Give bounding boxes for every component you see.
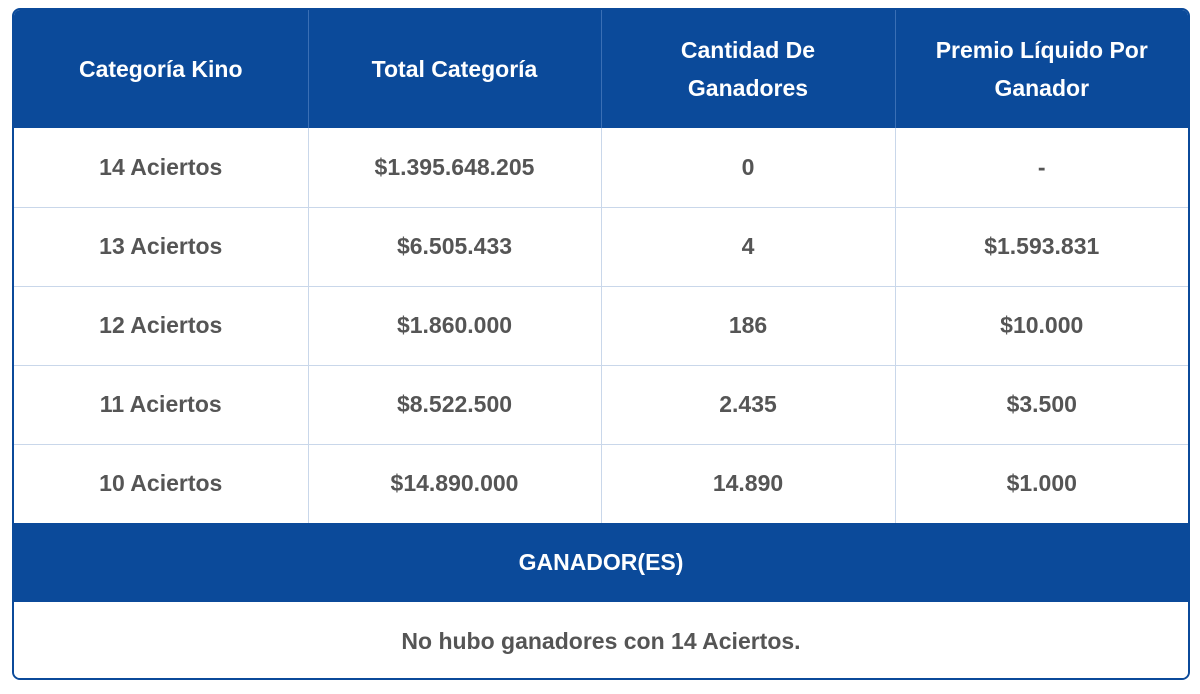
column-header-categoria: Categoría Kino [14,10,309,128]
cell-categoria: 14 Aciertos [14,128,309,207]
column-header-total: Total Categoría [308,10,602,128]
cell-cantidad: 0 [601,128,896,207]
table-row: 14 Aciertos $1.395.648.205 0 - [14,128,1188,207]
cell-premio: - [1037,153,1046,180]
cell-total: $6.505.433 [308,206,602,286]
cell-premio: $10.000 [895,285,1188,365]
cell-categoria: 10 Aciertos [14,443,309,523]
winners-banner: GANADOR(ES) [14,523,1188,602]
cell-total: $1.395.648.205 [308,128,602,207]
table-row: 11 Aciertos $8.522.500 2.435 $3.500 [14,364,1188,444]
table-row: 13 Aciertos $6.505.433 4 $1.593.831 [14,206,1188,286]
cell-total: $14.890.000 [308,443,602,523]
results-panel: Categoría Kino Total Categoría Cantidad … [12,8,1190,680]
cell-total: $8.522.500 [308,364,602,444]
prize-table: Categoría Kino Total Categoría Cantidad … [14,10,1188,523]
cell-premio: $1.593.831 [895,206,1188,286]
cell-cantidad: 14.890 [601,443,896,523]
winners-message: No hubo ganadores con 14 Aciertos. [14,602,1188,678]
table-row: 10 Aciertos $14.890.000 14.890 $1.000 [14,443,1188,523]
cell-cantidad: 186 [601,285,896,365]
cell-cantidad: 2.435 [601,364,896,444]
column-header-premio: Premio Líquido Por Ganador [895,10,1188,128]
cell-cantidad: 4 [601,206,896,286]
cell-categoria: 11 Aciertos [14,364,309,444]
table-header-row: Categoría Kino Total Categoría Cantidad … [14,10,1188,128]
cell-total: $1.860.000 [308,285,602,365]
cell-premio: $1.000 [895,443,1188,523]
column-header-cantidad: Cantidad De Ganadores [601,10,896,128]
cell-categoria: 13 Aciertos [14,206,309,286]
table-row: 12 Aciertos $1.860.000 186 $10.000 [14,285,1188,365]
cell-categoria: 12 Aciertos [14,285,309,365]
cell-premio: $3.500 [895,364,1188,444]
